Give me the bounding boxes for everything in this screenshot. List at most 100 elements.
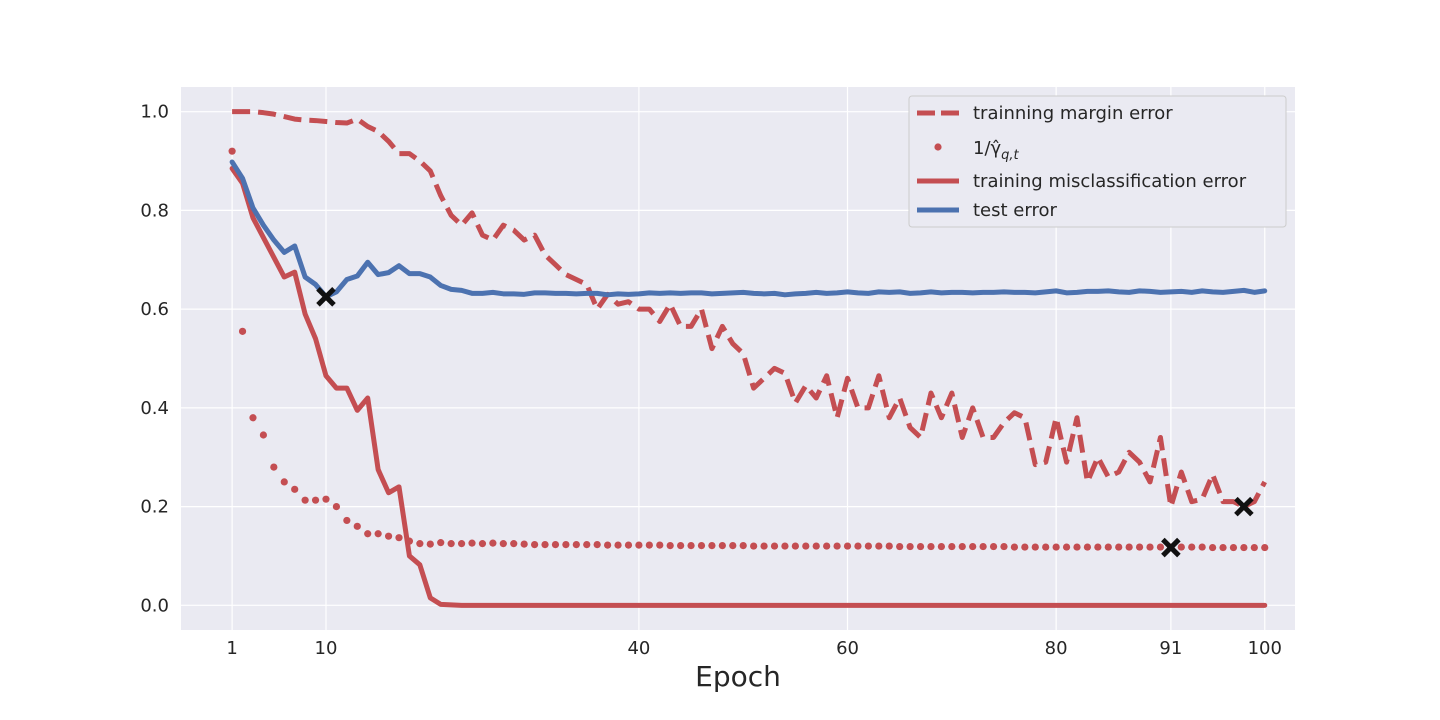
data-point xyxy=(1083,543,1092,551)
data-point xyxy=(760,542,768,550)
data-point xyxy=(510,540,518,548)
data-point xyxy=(624,541,633,549)
data-point xyxy=(1146,543,1154,551)
data-point xyxy=(1156,543,1165,551)
data-point xyxy=(708,541,716,550)
y-tick-label: 1.0 xyxy=(140,102,169,123)
data-point xyxy=(781,542,789,550)
data-point xyxy=(1000,542,1008,551)
data-point xyxy=(1188,543,1196,551)
data-point xyxy=(572,541,580,549)
y-tick-label: 0.0 xyxy=(140,595,169,616)
data-point xyxy=(718,541,726,550)
data-point xyxy=(343,516,351,525)
data-point xyxy=(1229,543,1238,552)
data-point xyxy=(364,530,372,538)
data-point xyxy=(593,541,601,549)
series-layer xyxy=(228,109,1269,608)
series-line xyxy=(232,109,1267,510)
data-point xyxy=(1198,543,1206,551)
data-point xyxy=(270,463,278,471)
data-point xyxy=(1125,543,1133,551)
x-tick-label: 60 xyxy=(836,638,859,659)
data-point xyxy=(353,522,361,530)
x-tick-label: 100 xyxy=(1248,638,1282,659)
data-point xyxy=(666,541,674,550)
data-point xyxy=(927,542,935,551)
data-point xyxy=(531,541,539,549)
data-point xyxy=(979,542,987,551)
x-tick-label: 80 xyxy=(1045,638,1068,659)
data-point xyxy=(770,542,779,550)
data-point xyxy=(854,542,862,550)
data-point xyxy=(864,542,872,550)
data-point xyxy=(645,541,653,549)
series-line xyxy=(229,165,1268,608)
data-point xyxy=(1062,543,1071,551)
data-point xyxy=(238,327,247,335)
data-point xyxy=(635,541,643,549)
data-point xyxy=(291,485,299,493)
x-tick-label: 91 xyxy=(1159,638,1182,659)
data-point xyxy=(989,542,998,551)
data-point xyxy=(802,542,810,550)
legend-label: trainning margin error xyxy=(973,103,1173,124)
data-point xyxy=(562,541,570,549)
data-point xyxy=(1010,543,1019,551)
data-point xyxy=(457,540,466,548)
data-point xyxy=(896,542,904,551)
data-point xyxy=(426,540,434,548)
data-point xyxy=(551,541,560,549)
data-point xyxy=(969,542,977,551)
data-point xyxy=(374,530,382,538)
data-point xyxy=(489,539,497,547)
marker-layer xyxy=(316,287,1254,558)
series-2 xyxy=(229,165,1268,608)
x-marker xyxy=(1161,537,1181,558)
data-point xyxy=(1208,543,1217,552)
legend-item: test error xyxy=(917,200,1057,221)
legend-label: 1/γ̂q,t xyxy=(973,138,1020,163)
data-point xyxy=(478,540,487,548)
series-3 xyxy=(229,159,1268,300)
data-point xyxy=(843,542,852,550)
data-point xyxy=(885,542,893,550)
data-point xyxy=(1031,543,1039,551)
data-point xyxy=(916,542,925,551)
y-tick-label: 0.4 xyxy=(140,398,169,419)
data-point xyxy=(520,540,528,548)
series-1 xyxy=(228,147,1269,552)
data-point xyxy=(739,541,747,550)
data-point xyxy=(1094,543,1102,551)
legend-label: test error xyxy=(973,200,1057,221)
data-point xyxy=(384,532,393,540)
data-point xyxy=(583,541,591,549)
series-0 xyxy=(232,109,1267,510)
data-point xyxy=(499,540,507,548)
data-point xyxy=(1052,543,1060,551)
data-point xyxy=(1240,543,1248,552)
data-point xyxy=(249,414,257,422)
data-point xyxy=(906,542,914,551)
data-point xyxy=(1042,543,1050,551)
data-point xyxy=(1021,543,1029,551)
x-marker xyxy=(1234,496,1254,517)
data-point xyxy=(1250,543,1258,552)
data-point xyxy=(823,542,831,550)
data-point xyxy=(1135,543,1144,551)
y-tick-label: 0.2 xyxy=(140,497,169,518)
data-point xyxy=(729,541,737,550)
legend: trainning margin error 1/γ̂q,t training mi… xyxy=(908,95,1287,228)
data-point xyxy=(1073,543,1081,551)
data-point xyxy=(833,542,841,550)
legend-item: 1/γ̂q,t xyxy=(934,138,1020,163)
data-point xyxy=(301,496,309,504)
data-point xyxy=(614,541,622,549)
tick-labels: 0.0 0.2 0.4 0.6 0.8 1.0 1 10 40 60 80 91 100 xyxy=(140,102,1282,659)
data-point xyxy=(228,147,236,155)
data-point xyxy=(1115,543,1123,551)
legend-label: training misclassification error xyxy=(973,171,1247,192)
legend-item: training misclassification error xyxy=(917,171,1247,192)
data-point xyxy=(677,541,685,550)
